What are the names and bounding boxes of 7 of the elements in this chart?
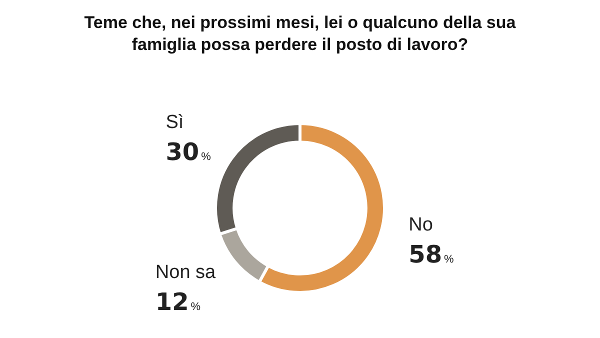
data-label: 58%: [408, 240, 454, 268]
slice-label: Non sa: [155, 262, 216, 284]
data-label: 12%: [155, 288, 201, 316]
data-label: 30%: [166, 138, 212, 166]
chart-title: Teme che, nei prossimi mesi, lei o qualcuno della sua famiglia possa perdere il posto di lavoro?: [83, 12, 517, 56]
slice-label: No: [408, 214, 433, 236]
slice-label: Sì: [166, 112, 184, 133]
